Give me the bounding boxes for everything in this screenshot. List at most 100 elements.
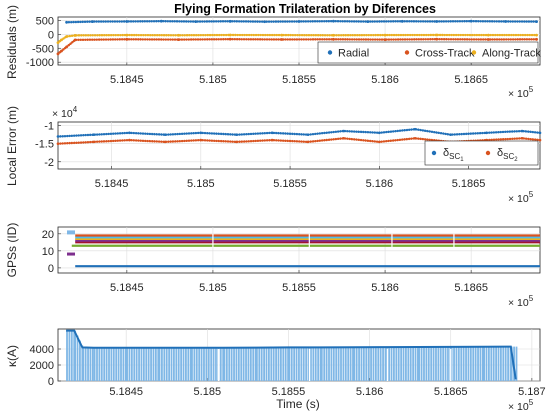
bar bbox=[412, 347, 415, 381]
bar bbox=[288, 347, 291, 381]
residual-series-1-point bbox=[332, 19, 335, 23]
y-tick-label: -1.5 bbox=[35, 139, 54, 151]
bar bbox=[242, 347, 245, 381]
residual-series-3-point bbox=[177, 33, 180, 37]
bar bbox=[465, 346, 467, 381]
x-tick-label: 5.1865 bbox=[454, 282, 488, 294]
bar bbox=[173, 347, 175, 381]
y-axis-label: Residuals (m) bbox=[5, 5, 19, 79]
bar bbox=[203, 347, 205, 381]
bar bbox=[472, 346, 475, 381]
bar bbox=[487, 346, 490, 381]
bar bbox=[98, 347, 101, 381]
bar bbox=[168, 347, 171, 381]
x-tick-label: 5.1855 bbox=[282, 282, 316, 294]
local-error-series-2-point bbox=[235, 140, 238, 144]
bar bbox=[402, 347, 405, 381]
residual-series-1-point bbox=[297, 20, 301, 23]
bar bbox=[147, 347, 150, 381]
legend-subscript: SC bbox=[503, 152, 514, 161]
bar bbox=[103, 347, 106, 381]
bar bbox=[74, 330, 77, 381]
bar bbox=[477, 346, 479, 381]
bar bbox=[240, 347, 243, 381]
bar bbox=[76, 335, 79, 381]
bar bbox=[133, 347, 136, 381]
legend-marker bbox=[327, 50, 333, 55]
bar bbox=[177, 347, 180, 381]
bar bbox=[228, 347, 231, 381]
local-error-series-1-point bbox=[413, 127, 417, 131]
bar bbox=[195, 347, 198, 381]
bar bbox=[117, 347, 120, 381]
bar bbox=[483, 346, 485, 381]
bar bbox=[417, 347, 419, 381]
y-tick-label: -1 bbox=[44, 121, 54, 133]
legend-label: Radial bbox=[338, 48, 369, 60]
bar bbox=[367, 347, 370, 381]
bar bbox=[154, 347, 157, 381]
residual-series-3-point bbox=[65, 35, 69, 38]
bar bbox=[157, 347, 160, 381]
bar bbox=[420, 346, 423, 381]
x-tick-label: 5.185 bbox=[199, 74, 227, 86]
y-tick-label: 0 bbox=[48, 376, 54, 388]
bar bbox=[108, 347, 110, 381]
x-tick-label: 5.185 bbox=[194, 386, 222, 398]
bar bbox=[212, 347, 215, 381]
legend: Radial Cross-Track Along-Track bbox=[317, 41, 541, 64]
local-error-series-1-point bbox=[520, 129, 524, 133]
bar bbox=[379, 347, 382, 381]
bar bbox=[170, 347, 173, 381]
y-tick-label: 2000 bbox=[30, 360, 54, 372]
x-tick-label: 5.187 bbox=[518, 386, 546, 398]
x-exponent-label: × 105 bbox=[508, 398, 534, 413]
bar bbox=[263, 347, 265, 381]
bar bbox=[407, 347, 410, 381]
bar bbox=[360, 347, 363, 381]
panel-3: 5.1845 5.185 5.1855 5.186 5.1865 20 10 0 GPSs (I… bbox=[5, 223, 541, 309]
bar bbox=[314, 347, 317, 381]
bar bbox=[284, 347, 287, 381]
local-error-series-2-point bbox=[128, 138, 131, 142]
bar bbox=[305, 347, 308, 381]
x-tick-label: 5.1865 bbox=[454, 74, 488, 86]
bar bbox=[110, 347, 113, 381]
bar bbox=[462, 346, 465, 381]
bar bbox=[377, 347, 380, 381]
local-error-series-2-point bbox=[92, 140, 96, 144]
bar bbox=[249, 347, 252, 381]
bar bbox=[185, 347, 187, 381]
local-error-series-1-point bbox=[449, 133, 453, 136]
bar bbox=[152, 347, 155, 381]
bar bbox=[418, 347, 421, 381]
legend-label: δSC1 bbox=[443, 147, 464, 163]
residual-series-2-point bbox=[535, 37, 538, 41]
bar bbox=[73, 330, 76, 381]
local-error-series-2-point bbox=[342, 136, 345, 140]
bar bbox=[115, 347, 118, 381]
x-tick-label: 5.1855 bbox=[272, 386, 306, 398]
bar bbox=[330, 347, 333, 381]
local-error-series-2-point bbox=[413, 136, 417, 140]
local-error-series-2-point bbox=[270, 138, 274, 142]
x-tick-label: 5.1845 bbox=[109, 386, 143, 398]
bar bbox=[432, 346, 435, 381]
x-tick-label: 5.1865 bbox=[452, 178, 486, 190]
bar bbox=[163, 347, 166, 381]
x-tick-label: 5.186 bbox=[356, 386, 384, 398]
bar bbox=[509, 346, 512, 381]
legend-marker bbox=[431, 150, 437, 156]
bar bbox=[492, 346, 495, 381]
bar bbox=[414, 347, 417, 381]
residual-series-1-point bbox=[194, 20, 198, 24]
residual-series-2-point bbox=[383, 38, 387, 42]
bar bbox=[384, 347, 387, 381]
residual-series-2-point bbox=[280, 38, 284, 41]
bar bbox=[277, 347, 280, 381]
bar bbox=[307, 347, 310, 381]
residual-series-1-point bbox=[228, 19, 232, 23]
bar bbox=[453, 346, 455, 381]
bar bbox=[255, 347, 258, 381]
